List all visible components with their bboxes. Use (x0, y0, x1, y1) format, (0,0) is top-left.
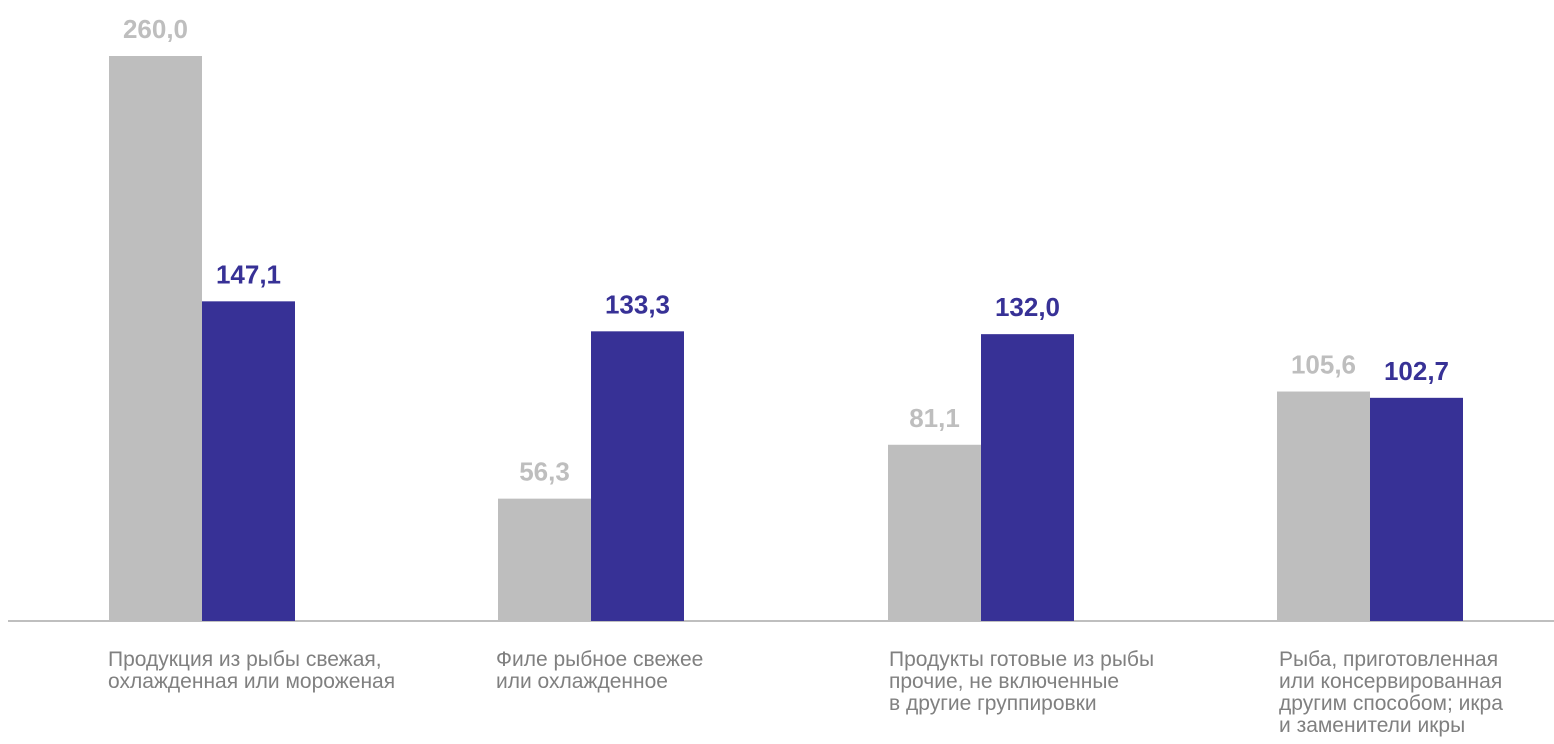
category-label-fish-fillet: Филе рыбное свежее или охлажденное (496, 649, 704, 693)
bar-series1-cat3 (888, 444, 981, 621)
value-label-series2-cat2: 133,3 (605, 289, 670, 319)
bar-series1-cat4 (1277, 391, 1370, 621)
bar-series2-cat1 (202, 301, 295, 621)
bar-series2-cat2 (591, 331, 684, 621)
bar-series2-cat4 (1370, 397, 1463, 621)
value-label-series2-cat3: 132,0 (995, 292, 1060, 322)
category-label-preserved-fish-caviar: Рыба, приготовленная или консервированна… (1279, 649, 1503, 737)
bar-series1-cat2 (498, 498, 591, 621)
value-label-series2-cat4: 102,7 (1384, 356, 1449, 386)
bar-series1-cat1 (109, 56, 202, 621)
value-label-series1-cat2: 56,3 (519, 457, 570, 487)
value-label-series1-cat3: 81,1 (909, 403, 960, 433)
value-labels-group: 260,0 56,3 81,1 105,6 147,1 133,3 132,0 102,7 (123, 14, 1449, 487)
value-label-series1-cat4: 105,6 (1291, 350, 1356, 380)
category-label-fresh-fish-products: Продукция из рыбы свежая, охлажденная ил… (108, 649, 396, 693)
value-label-series1-cat1: 260,0 (123, 14, 188, 44)
category-label-ready-fish-products: Продукты готовые из рыбы прочие, не вклю… (889, 649, 1155, 715)
bar-series2-cat3 (981, 334, 1074, 621)
bars-group (109, 56, 1463, 621)
value-label-series2-cat1: 147,1 (216, 259, 281, 289)
